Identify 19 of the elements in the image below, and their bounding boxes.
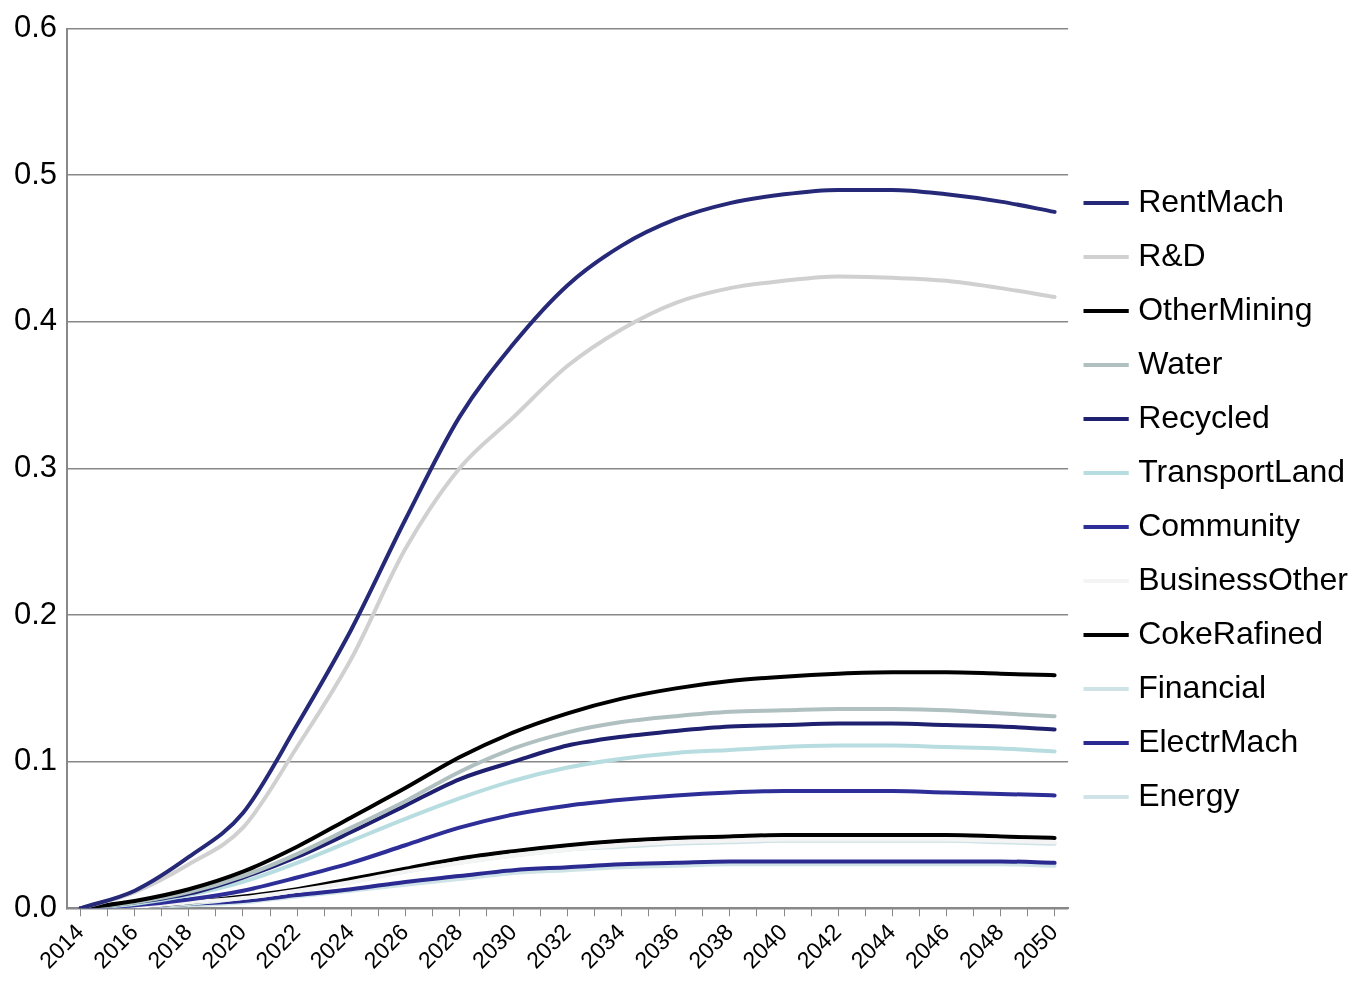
y-tick-label: 0.6 (13, 9, 58, 45)
legend-label: R&D (1138, 236, 1206, 273)
legend-label: Water (1138, 344, 1223, 381)
legend-label: TransportLand (1138, 452, 1346, 489)
legend-label: Energy (1138, 776, 1240, 813)
legend-label: RentMach (1138, 182, 1284, 219)
y-tick-label: 0.5 (13, 155, 58, 191)
y-tick-label: 0.0 (13, 888, 58, 924)
legend-label: ElectrMach (1138, 722, 1299, 759)
y-tick-label: 0.3 (13, 449, 58, 484)
legend-label: Recycled (1138, 398, 1270, 435)
legend-label: OtherMining (1138, 290, 1313, 327)
y-tick-label: 0.1 (13, 742, 58, 778)
y-tick-label: 0.4 (13, 302, 58, 338)
legend-label: BusinessOther (1138, 560, 1349, 597)
y-tick-label: 0.2 (13, 595, 58, 631)
legend-label: CokeRafined (1138, 614, 1324, 651)
legend-label: Community (1138, 506, 1300, 543)
legend-label: Financial (1138, 668, 1267, 705)
